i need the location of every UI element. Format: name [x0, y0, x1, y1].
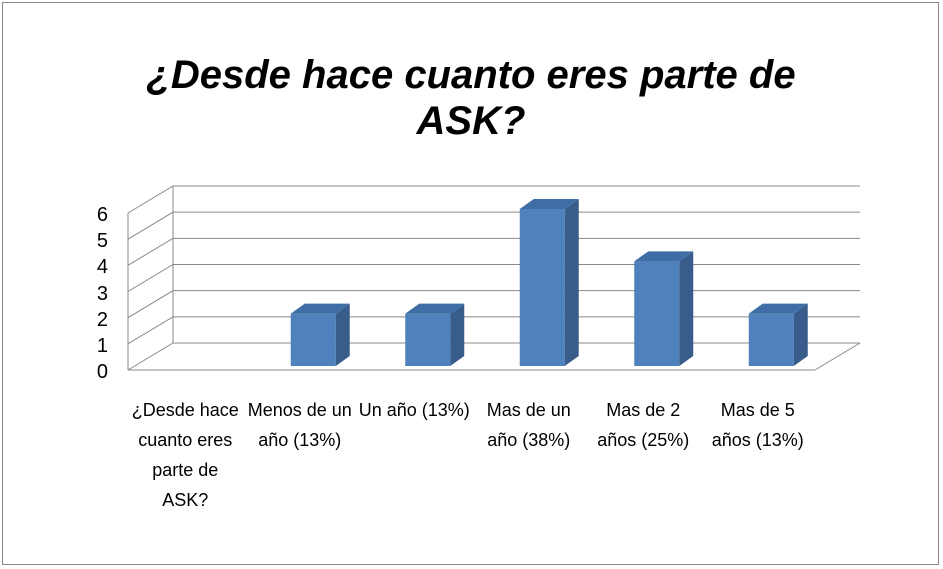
- bar: [748, 303, 808, 366]
- y-tick-label: 0: [96, 361, 108, 383]
- grid-line: [127, 211, 860, 240]
- bar-top: [519, 199, 579, 209]
- y-tick-label: 5: [96, 230, 108, 253]
- bar-front: [290, 313, 336, 366]
- grid-line: [127, 185, 860, 214]
- bar: [634, 251, 694, 366]
- grid-line: [127, 316, 860, 345]
- y-tick-label: 4: [96, 256, 108, 279]
- x-tick-label: Un año (13%): [358, 400, 470, 420]
- y-tick-label: 2: [96, 308, 108, 331]
- grid-line: [127, 342, 860, 371]
- x-tick-label: Mas de un año (38%): [486, 400, 571, 450]
- x-tick-label: ¿Desde hace cuanto eres parte de ASK?: [131, 400, 239, 510]
- y-tick-label: 1: [96, 334, 108, 357]
- bar-top: [634, 251, 694, 262]
- chart-title: ¿Desde hace cuanto eres parte de ASK?: [146, 53, 796, 143]
- grid-line: [127, 290, 860, 319]
- bar-side: [564, 199, 579, 366]
- y-tick-label: 6: [96, 204, 108, 226]
- bar-side: [450, 303, 465, 366]
- bar-side: [793, 303, 808, 366]
- x-tick-label: Menos de un año (13%): [247, 400, 352, 450]
- bar-front: [519, 209, 565, 366]
- bar: [519, 199, 579, 366]
- bar: [290, 303, 350, 366]
- bar-side: [679, 251, 694, 366]
- bar: [405, 303, 465, 366]
- bar-front: [748, 313, 794, 366]
- x-tick-label: Mas de 5 años (13%): [711, 400, 804, 450]
- grid-line: [127, 237, 860, 266]
- bar-top: [405, 303, 465, 314]
- x-tick-label: Mas de 2 años (25%): [597, 400, 690, 450]
- y-tick-label: 3: [96, 282, 108, 305]
- bar-side: [335, 303, 350, 366]
- grid-line: [127, 264, 860, 292]
- floor-right: [814, 342, 861, 371]
- bar-top: [748, 303, 808, 314]
- bar-front: [634, 261, 680, 366]
- bar-front: [405, 313, 451, 366]
- bar-top: [290, 303, 350, 314]
